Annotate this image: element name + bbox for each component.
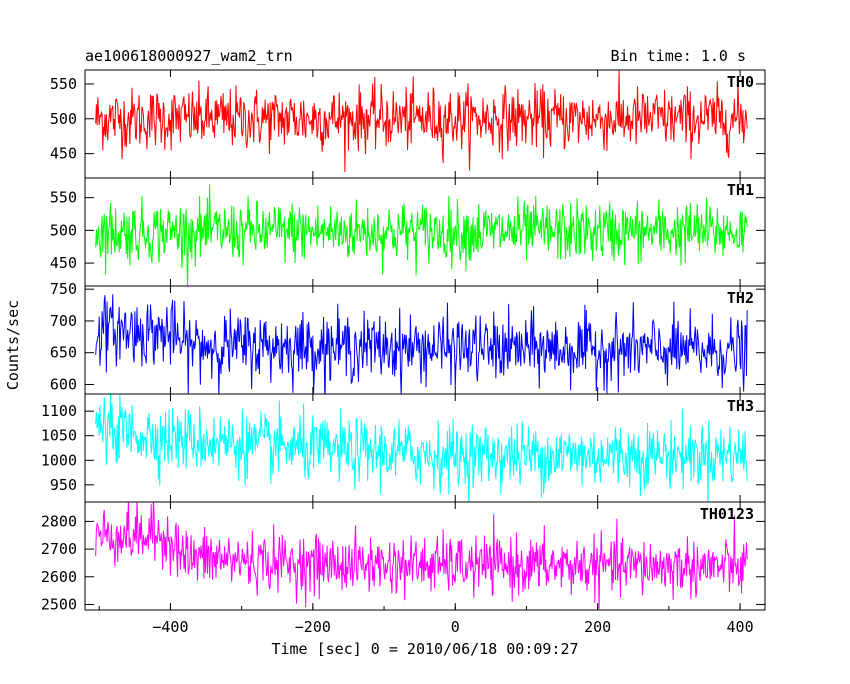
y-tick-label-th0123: 2500 [41,595,77,613]
panel-group: 450 500 550 TH0 450 500 550 TH1 600 650 700 750 TH2 9… [41,69,766,613]
series-line-th1 [95,184,748,286]
y-tick-label-th1: 500 [50,221,77,239]
x-axis-label: Time [sec] 0 = 2010/06/18 00:09:27 [271,640,578,658]
bin-time-label: Bin time: 1.0 s [611,47,746,65]
y-tick-label-th0123: 2800 [41,512,77,530]
x-tick-label: 0 [451,618,460,636]
x-axis: −400 −200 0 200 400 [98,606,754,636]
y-tick-label-th3: 1050 [41,427,77,445]
x-tick-label: 400 [727,618,754,636]
panel-frame-th0123 [84,501,766,611]
y-tick-label-th2: 750 [50,280,77,298]
x-tick-label: 200 [584,618,611,636]
panel-label-th1: TH1 [727,181,754,199]
y-tick-label-th0123: 2700 [41,540,77,558]
y-axis-label: Counts/sec [4,300,22,390]
y-tick-label-th3: 1000 [41,451,77,469]
y-tick-label-th2: 650 [50,344,77,362]
series-line-th0 [95,70,748,173]
y-tick-label-th2: 600 [50,375,77,393]
y-tick-label-th0: 450 [50,145,77,163]
x-tick-label: −200 [295,618,331,636]
y-tick-label-th0: 550 [50,75,77,93]
y-tick-label-th3: 950 [50,476,77,494]
panel-label-th0: TH0 [727,73,754,91]
y-tick-label-th0: 500 [50,110,77,128]
series-line-th0123 [95,502,748,609]
panel-label-th3: TH3 [727,397,754,415]
y-tick-label-th1: 450 [50,254,77,272]
file-label: ae100618000927_wam2_trn [85,47,293,65]
y-tick-label-th2: 700 [50,312,77,330]
y-tick-label-th3: 1100 [41,402,77,420]
series-line-th2 [95,294,748,394]
x-tick-label: −400 [152,618,188,636]
y-tick-label-th0123: 2600 [41,568,77,586]
y-tick-label-th1: 550 [50,189,77,207]
panel-label-th2: TH2 [727,289,754,307]
series-line-th3 [95,394,748,502]
panel-label-th0123: TH0123 [700,505,754,523]
